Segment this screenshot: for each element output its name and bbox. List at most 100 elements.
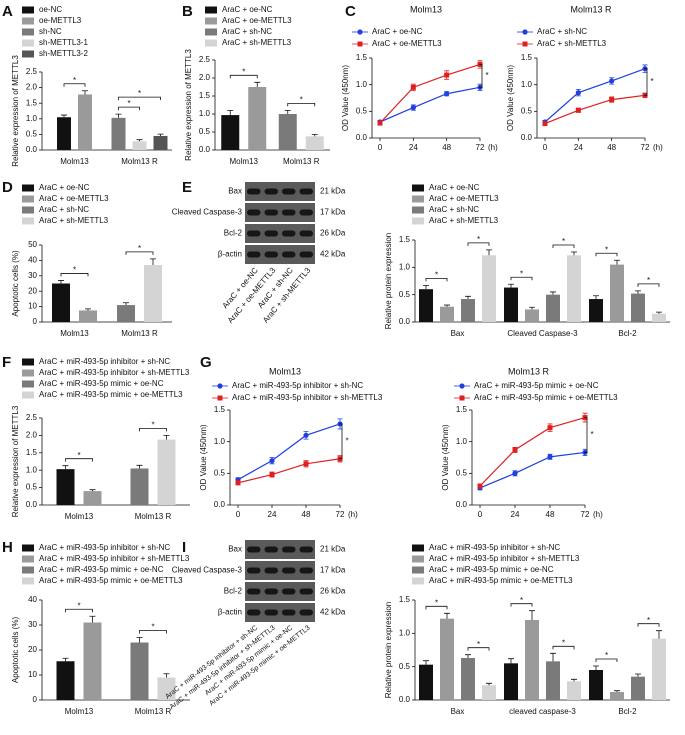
y-tick-label: 1.0 <box>456 437 468 446</box>
legend-label: AraC + miR-493-5p mimic + oe-NC <box>429 565 554 574</box>
significance-label: * <box>345 436 348 445</box>
error-bar <box>58 280 64 284</box>
bar <box>525 620 539 700</box>
x-axis-label: (h) <box>488 143 498 152</box>
y-tick-label: 30 <box>28 620 37 629</box>
significance-label: * <box>605 245 608 254</box>
significance-bracket <box>510 603 533 607</box>
bar <box>567 681 581 700</box>
error-bar <box>444 612 450 619</box>
y-tick-label: 1.5 <box>356 53 368 62</box>
legend-marker <box>522 41 528 47</box>
blot-row-label: β-actin <box>218 250 242 259</box>
y-tick-label: 1.0 <box>199 109 211 118</box>
error-bar <box>62 465 69 470</box>
x-tick-label: Molm13 <box>230 157 259 166</box>
y-tick-label: 1.0 <box>521 80 533 89</box>
legend-swatch <box>412 184 424 192</box>
blot-band <box>264 251 278 258</box>
legend-swatch <box>22 555 34 563</box>
blot-row-label: Bax <box>228 187 242 196</box>
error-bar <box>157 133 164 136</box>
bar <box>111 117 126 150</box>
error-bar <box>423 660 429 665</box>
significance-bracket <box>479 64 483 88</box>
legend-marker <box>217 383 223 389</box>
y-tick-label: 1.0 <box>214 437 226 446</box>
significance-label: * <box>138 244 141 253</box>
y-tick-label: 0.5 <box>26 130 38 139</box>
significance-bracket <box>552 244 575 249</box>
legend-label: AraC + oe-NC <box>429 183 480 192</box>
x-tick-label: 72 <box>581 510 590 519</box>
x-axis-label: (h) <box>593 510 603 519</box>
legend-swatch <box>205 17 217 25</box>
legend-swatch <box>22 369 34 377</box>
legend-swatch <box>22 50 34 58</box>
error-bar <box>635 673 641 677</box>
series-line <box>237 458 341 484</box>
bar <box>419 289 433 322</box>
error-bar <box>593 295 599 300</box>
panel-label: A <box>2 3 13 20</box>
data-point <box>303 432 309 438</box>
y-tick-label: 0.5 <box>356 106 368 115</box>
data-point <box>303 461 309 467</box>
legend-swatch <box>22 17 34 25</box>
y-axis-label: OD Value (450nm) <box>199 424 208 490</box>
legend-label: AraC + miR-493-5p mimic + oe-METTL3 <box>429 576 573 585</box>
x-tick-label: Bax <box>451 329 465 338</box>
data-point <box>410 84 416 90</box>
legend-marker <box>522 29 528 35</box>
bar <box>440 618 454 700</box>
error-bar <box>89 489 96 492</box>
bar <box>153 135 168 150</box>
y-tick-label: 1.5 <box>399 595 411 604</box>
significance-label: * <box>73 76 76 85</box>
y-tick-label: 10 <box>28 670 37 679</box>
y-tick-label: 30 <box>28 271 37 280</box>
legend-label: AraC + miR-493-5p inhibitor + sh-METTL3 <box>39 368 190 377</box>
x-tick-label: 48 <box>607 143 616 152</box>
y-tick-label: 0.5 <box>214 468 226 477</box>
significance-bracket <box>467 242 490 246</box>
legend-label: AraC + miR-493-5p mimic + oe-METTL3 <box>474 393 618 402</box>
bar <box>589 670 603 700</box>
significance-label: * <box>647 276 650 285</box>
significance-label: * <box>435 598 438 607</box>
blot-size-label: 26 kDa <box>320 587 346 596</box>
blot-size-label: 17 kDa <box>320 566 346 575</box>
blot-size-label: 42 kDa <box>320 608 346 617</box>
y-axis-label: Relative expression of METTL3 <box>11 405 20 517</box>
y-tick-label: 10 <box>28 302 37 311</box>
legend-swatch <box>205 28 217 36</box>
blot-band <box>264 546 278 553</box>
significance-bracket <box>595 658 618 662</box>
error-bar <box>529 306 535 310</box>
panel-label: E <box>182 179 192 196</box>
error-bar <box>614 259 620 265</box>
legend-label: AraC + miR-493-5p mimic + oe-NC <box>474 381 599 390</box>
blot-band <box>282 209 296 216</box>
y-tick-label: 0.0 <box>399 695 411 704</box>
x-tick-label: 24 <box>511 510 520 519</box>
y-tick-label: 0.0 <box>356 133 368 142</box>
y-tick-label: 2.0 <box>26 431 38 440</box>
error-bar <box>571 251 577 256</box>
bar <box>567 255 581 322</box>
y-tick-label: 1.5 <box>456 405 468 414</box>
y-tick-label: 1.5 <box>399 235 411 244</box>
bar <box>157 439 176 505</box>
blot-strip <box>245 603 315 622</box>
y-tick-label: 1.0 <box>399 628 411 637</box>
panel-label: D <box>2 179 13 196</box>
x-tick-label: Molm13 R <box>283 157 320 166</box>
error-bar <box>423 284 429 290</box>
data-point <box>575 90 581 96</box>
bar <box>546 661 560 700</box>
legend-label: AraC + miR-493-5p inhibitor + sh-METTL3 <box>232 393 383 402</box>
significance-label: * <box>562 237 565 246</box>
error-bar <box>150 258 156 266</box>
x-tick-label: Molm13 R <box>121 157 158 166</box>
bar <box>440 306 454 322</box>
